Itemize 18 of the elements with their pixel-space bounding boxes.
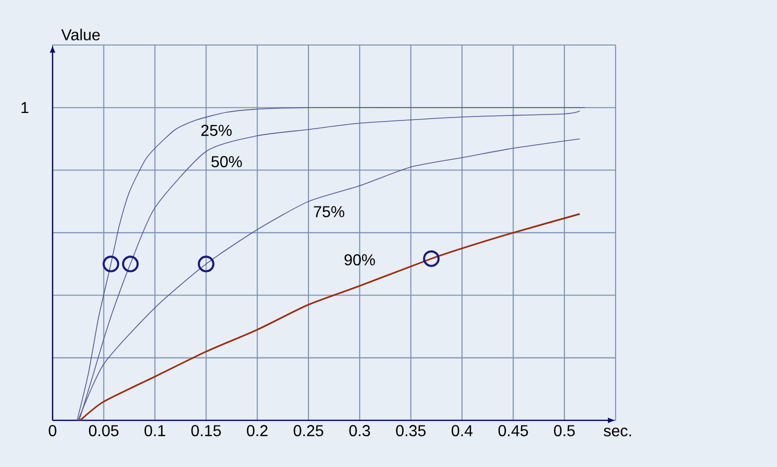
series-label: 90% — [344, 254, 375, 266]
x-tick-label: 0.4 — [452, 424, 473, 436]
x-tick-label: 0.5 — [554, 424, 575, 436]
x-tick-label: 0.35 — [396, 424, 426, 436]
x-tick-label: 0.3 — [349, 424, 370, 436]
x-tick-label: 0.2 — [246, 424, 268, 436]
x-tick-label: 0 — [48, 424, 56, 436]
x-tick-label: 0.25 — [294, 424, 324, 436]
series-label: 75% — [314, 206, 344, 218]
text: 1 — [22, 102, 28, 113]
x-tick-label: 0.15 — [191, 424, 221, 436]
x-tick-label: 0.45 — [498, 424, 528, 436]
x-axis-title: sec. — [604, 428, 631, 436]
series-label: 50% — [211, 156, 242, 168]
series-label: 25% — [201, 124, 232, 136]
y-axis-title: Value — [61, 28, 100, 40]
x-tick-label: 0.1 — [144, 424, 166, 436]
x-tick-label: 0.05 — [88, 424, 118, 436]
